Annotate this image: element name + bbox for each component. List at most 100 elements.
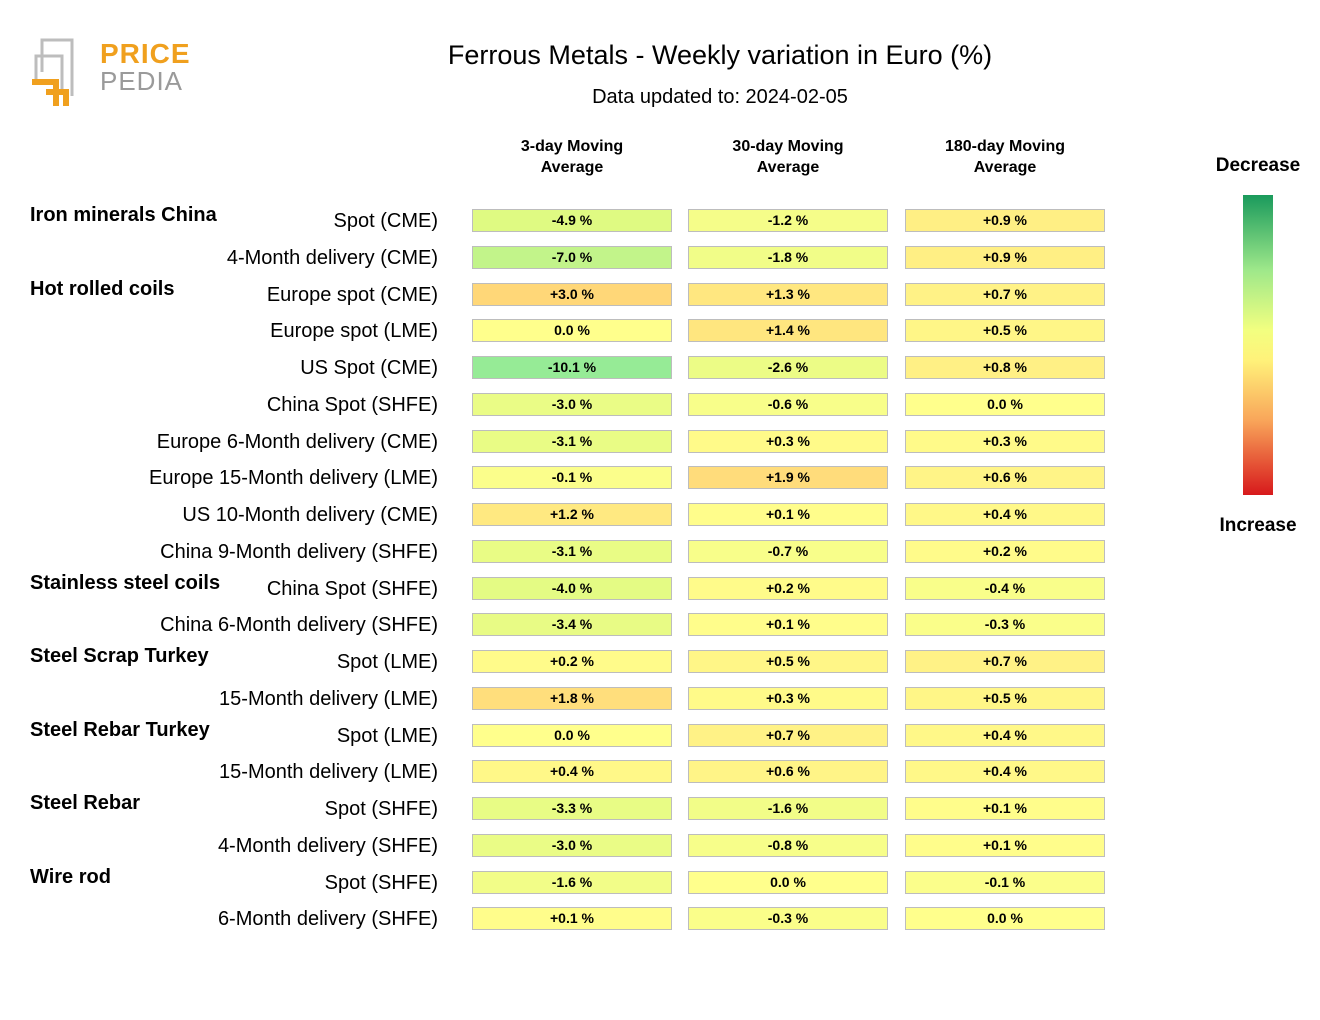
group-label: Steel Scrap Turkey <box>30 645 209 667</box>
heatmap-cell: +0.4 % <box>905 760 1105 784</box>
heatmap-cell: -0.1 % <box>472 466 672 490</box>
heatmap-cell: -1.6 % <box>472 870 672 894</box>
column-header-line: Average <box>973 159 1037 176</box>
heatmap-cell: +0.7 % <box>905 650 1105 673</box>
heatmap-cell: -4.0 % <box>472 576 672 600</box>
row-label: China 9-Month delivery (SHFE) <box>160 540 438 563</box>
heatmap-cell: +0.2 % <box>472 650 672 673</box>
row-label: China 6-Month delivery (SHFE) <box>160 614 438 637</box>
heatmap-cell: +1.4 % <box>688 319 888 343</box>
heatmap-cell: -0.7 % <box>688 539 888 563</box>
logo-mark-icon <box>32 38 74 106</box>
heatmap-cell: -1.8 % <box>688 245 888 269</box>
column-header-line: 180-day Moving <box>944 138 1066 155</box>
heatmap-cell: +0.1 % <box>688 613 888 637</box>
row-label: US Spot (CME) <box>300 357 438 379</box>
logo-text-price: PRICE <box>100 38 191 69</box>
heatmap-cell: -0.3 % <box>688 907 888 931</box>
heatmap-cell: +0.9 % <box>905 209 1105 232</box>
heatmap-cell: +0.5 % <box>905 319 1105 343</box>
heatmap-cell: +0.2 % <box>905 539 1105 563</box>
group-label: Wire rod <box>30 865 111 888</box>
heatmap-cell: -3.4 % <box>472 613 672 637</box>
logo-text-pedia: PEDIA <box>100 66 184 96</box>
row-label: 15-Month delivery (LME) <box>219 687 438 710</box>
row-label: US 10-Month delivery (CME) <box>182 504 438 526</box>
column-header-line: 30-day Moving <box>732 138 844 155</box>
heatmap-cell: -3.0 % <box>472 833 672 857</box>
row-label: Spot (SHFE) <box>324 871 438 894</box>
legend-increase-label: Increase <box>1219 515 1297 536</box>
heatmap-cell: -0.4 % <box>905 576 1105 600</box>
row-label: Spot (LME) <box>336 651 438 673</box>
heatmap-cell: -3.0 % <box>472 392 672 416</box>
heatmap-cell: +0.4 % <box>472 760 672 784</box>
heatmap-cell: -10.1 % <box>472 356 672 379</box>
heatmap-cell: -0.3 % <box>905 613 1105 637</box>
heatmap-cell: -1.2 % <box>688 209 888 232</box>
column-header: 3-day Moving Average <box>472 136 672 178</box>
heatmap-cell: +0.1 % <box>472 907 672 931</box>
row-label: China Spot (SHFE) <box>266 393 438 416</box>
heatmap-cell: 0.0 % <box>472 319 672 343</box>
heatmap-cell: +0.7 % <box>688 723 888 747</box>
column-header: 30-day Moving Average <box>688 136 888 178</box>
heatmap-cell: +3.0 % <box>472 282 672 306</box>
heatmap-cell: +0.9 % <box>905 245 1105 269</box>
row-label: 15-Month delivery (LME) <box>219 761 438 784</box>
column-header: 180-day Moving Average <box>905 136 1105 178</box>
heatmap-cell: -0.1 % <box>905 870 1105 894</box>
row-label: 4-Month delivery (SHFE) <box>217 834 438 857</box>
row-label: Spot (SHFE) <box>324 798 438 820</box>
heatmap-cell: +0.5 % <box>905 686 1105 710</box>
group-label: Steel Rebar Turkey <box>30 718 210 741</box>
pricepedia-logo: PRICE PEDIA <box>28 36 191 110</box>
row-label: Europe 15-Month delivery (LME) <box>148 467 438 490</box>
row-label: Spot (LME) <box>336 724 438 747</box>
row-label: Spot (CME) <box>333 210 438 232</box>
column-header-line: Average <box>540 159 604 176</box>
heatmap-cell: -2.6 % <box>688 356 888 379</box>
heatmap-cell: 0.0 % <box>905 392 1105 416</box>
heatmap-cell: +0.3 % <box>905 429 1105 453</box>
heatmap-cell: +0.5 % <box>688 650 888 673</box>
heatmap-cell: -4.9 % <box>472 209 672 232</box>
heatmap-cell: +0.4 % <box>905 503 1105 526</box>
group-label: Stainless steel coils <box>30 571 221 594</box>
heatmap-cell: +0.4 % <box>905 723 1105 747</box>
heatmap-cell: +0.1 % <box>905 833 1105 857</box>
heatmap-cell: +0.2 % <box>688 576 888 600</box>
heatmap-cell: +0.1 % <box>688 503 888 526</box>
heatmap-cell: +1.9 % <box>688 466 888 490</box>
row-label: 4-Month delivery (CME) <box>226 246 438 269</box>
heatmap-cell: +0.6 % <box>688 760 888 784</box>
heatmap-cell: 0.0 % <box>905 907 1105 931</box>
row-label: 6-Month delivery (SHFE) <box>217 908 438 931</box>
group-label: Iron minerals China <box>30 204 217 226</box>
color-scale-legend <box>1243 195 1273 495</box>
heatmap-cell: 0.0 % <box>472 723 672 747</box>
group-label: Steel Rebar <box>30 792 141 814</box>
row-label: Europe spot (LME) <box>270 320 438 343</box>
heatmap-cell: +0.7 % <box>905 282 1105 306</box>
heatmap-cell: 0.0 % <box>688 870 888 894</box>
heatmap-cell: +1.3 % <box>688 282 888 306</box>
column-header-line: 3-day Moving <box>520 138 624 155</box>
heatmap-cell: +0.8 % <box>905 356 1105 379</box>
group-label: Hot rolled coils <box>30 277 175 300</box>
heatmap-cell: +1.8 % <box>472 686 672 710</box>
heatmap-cell: +0.3 % <box>688 686 888 710</box>
heatmap-cell: +0.3 % <box>688 429 888 453</box>
chart-title: Ferrous Metals - Weekly variation in Eur… <box>447 40 993 70</box>
heatmap-cell: -3.1 % <box>472 429 672 453</box>
chart-subtitle: Data updated to: 2024-02-05 <box>592 86 848 108</box>
heatmap-cell: -3.1 % <box>472 539 672 563</box>
heatmap-cell: -0.6 % <box>688 392 888 416</box>
heatmap-cell: -0.8 % <box>688 833 888 857</box>
heatmap-cell: +0.1 % <box>905 797 1105 820</box>
column-header-line: Average <box>756 159 820 176</box>
row-label: Europe spot (CME) <box>266 283 438 306</box>
row-label: Europe 6-Month delivery (CME) <box>156 430 438 453</box>
heatmap-cell: +0.6 % <box>905 466 1105 490</box>
heatmap-cell: +1.2 % <box>472 503 672 526</box>
